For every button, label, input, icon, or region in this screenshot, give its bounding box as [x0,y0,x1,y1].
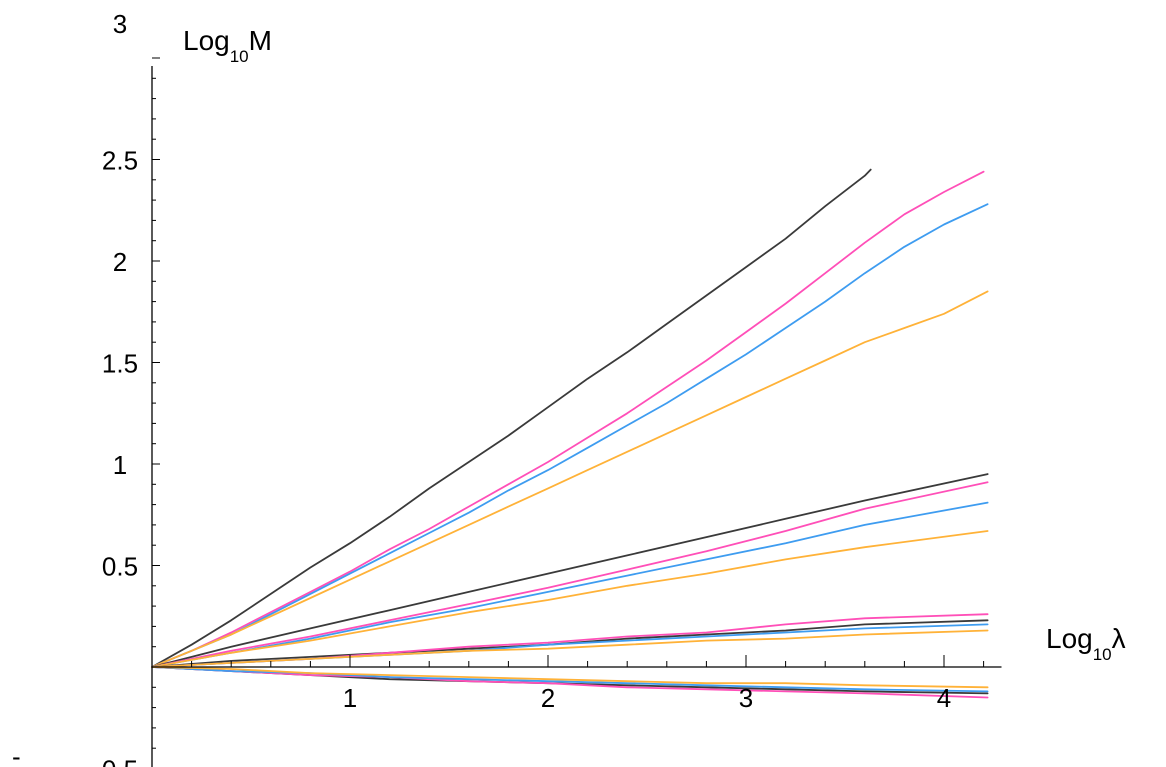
series-line-black [151,168,872,668]
y-tick-label: 1 [113,450,127,480]
y-tick-label: 2 [113,247,127,277]
x-tick-label: 3 [739,683,753,713]
series-line-pink [151,481,989,668]
y-axis-title: Log10M [183,25,272,66]
series-line-orange [151,290,989,668]
tick-marks [152,57,985,749]
y-tick-label: 0.5 [102,552,138,582]
x-tick-label: 2 [541,683,555,713]
series-line-blue [151,501,989,668]
series-line-blue [151,203,989,668]
y-tick-label: 3 [113,9,127,39]
y-tick-label-sign: - [12,742,21,767]
series-line-orange [151,530,989,668]
y-axis-title-base: Log [183,25,230,56]
series-line-black [151,473,989,668]
series-line-pink [151,666,989,699]
axes: 1 2 3 4 3 2.5 2 1.5 1 0.5 0.5 - [12,9,1002,767]
y-tick-label: 0.5 [102,755,138,767]
x-tick-label: 1 [343,683,357,713]
series-line-orange [151,666,989,689]
y-tick-label: 1.5 [102,349,138,379]
series-layer [151,168,989,699]
tick-labels: 1 2 3 4 3 2.5 2 1.5 1 0.5 0.5 - [12,9,951,767]
y-axis-title-variable: M [249,25,272,56]
series-line-pink [151,170,985,668]
series-line-orange [151,629,989,668]
y-tick-label: 2.5 [102,146,138,176]
x-tick-label: 4 [937,683,951,713]
x-axis-title-base: Log [1046,623,1093,654]
y-axis-title-subscript: 10 [230,47,249,66]
x-axis-title-subscript: 10 [1093,645,1112,664]
x-axis-title: Log10λ [1046,623,1126,664]
x-axis-title-variable: λ [1112,623,1126,654]
